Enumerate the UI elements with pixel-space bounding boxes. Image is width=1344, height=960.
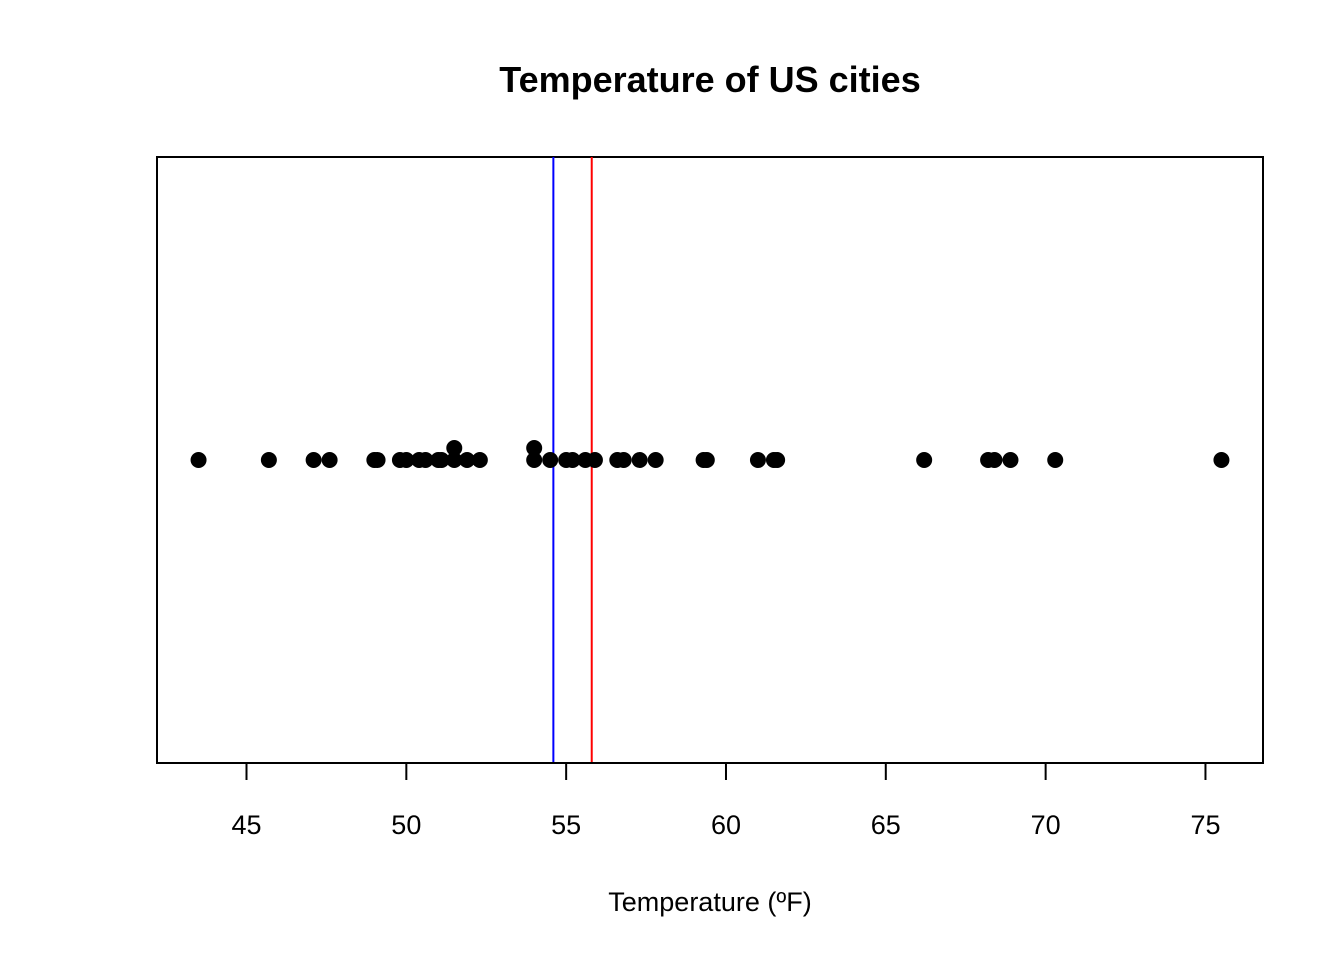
data-point	[698, 452, 715, 468]
data-point	[369, 452, 386, 468]
data-point	[305, 452, 322, 468]
data-point	[749, 452, 766, 468]
data-point	[1213, 452, 1230, 468]
data-point	[446, 440, 463, 456]
x-tick-label: 45	[231, 810, 261, 840]
data-point	[631, 452, 648, 468]
data-point	[260, 452, 277, 468]
data-point	[564, 452, 581, 468]
x-tick-label: 75	[1190, 810, 1220, 840]
data-point	[986, 452, 1003, 468]
data-point	[417, 452, 434, 468]
data-point	[615, 452, 632, 468]
x-tick-label: 65	[871, 810, 901, 840]
data-point	[321, 452, 338, 468]
data-point	[1002, 452, 1019, 468]
data-point	[190, 452, 207, 468]
data-point	[526, 440, 543, 456]
data-point	[542, 452, 559, 468]
data-point	[647, 452, 664, 468]
data-point	[433, 452, 450, 468]
data-point	[446, 452, 463, 468]
x-axis-label: Temperature (ºF)	[608, 887, 811, 917]
data-point	[916, 452, 933, 468]
data-point	[526, 452, 543, 468]
x-tick-label: 50	[391, 810, 421, 840]
data-point	[1047, 452, 1064, 468]
x-axis: 45 50 55 60 65 70 75	[231, 762, 1220, 840]
data-point	[471, 452, 488, 468]
x-tick-label: 55	[551, 810, 581, 840]
data-point	[398, 452, 415, 468]
data-point	[459, 452, 476, 468]
chart-title: Temperature of US cities	[499, 59, 920, 100]
data-point	[769, 452, 786, 468]
x-tick-label: 70	[1031, 810, 1061, 840]
x-tick-label: 60	[711, 810, 741, 840]
data-point	[586, 452, 603, 468]
data-points	[190, 440, 1230, 468]
